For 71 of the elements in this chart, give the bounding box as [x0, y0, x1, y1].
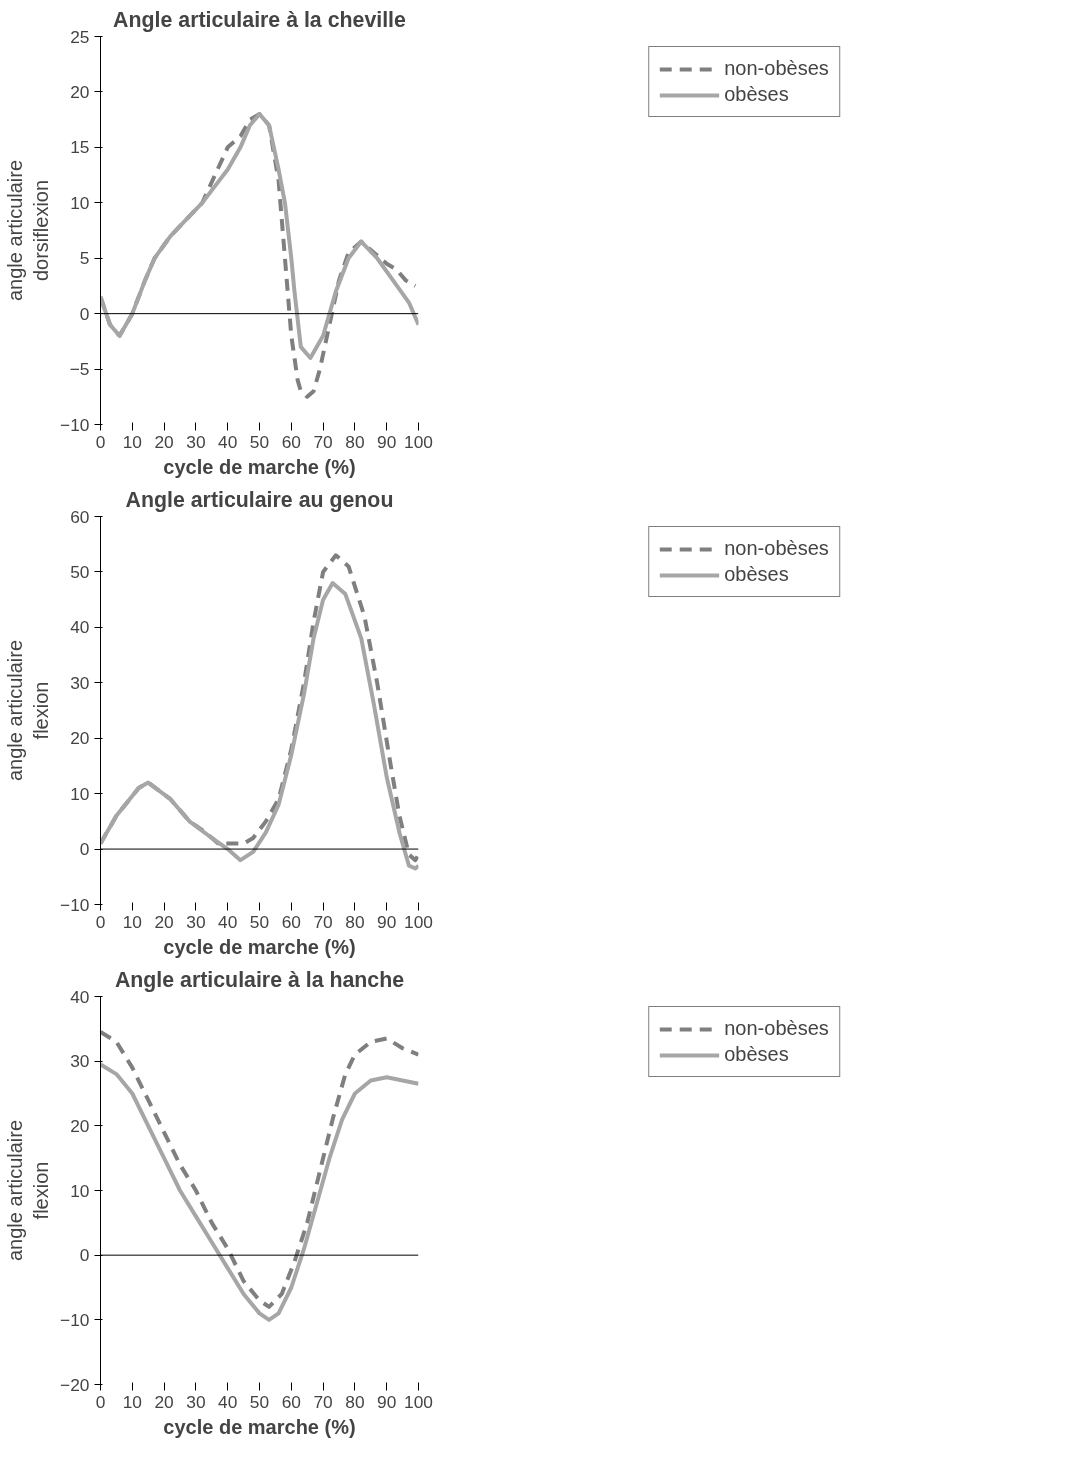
x-tick-label: 80 — [345, 911, 365, 932]
y-axis-title: angle articulaire dorsiflexion — [3, 159, 53, 302]
legend-label: non-obèses — [724, 57, 829, 80]
x-axis-title: cycle de marche (%) — [163, 1415, 356, 1438]
x-tick-label: 50 — [249, 911, 270, 932]
x-tick-label: 50 — [249, 431, 270, 452]
y-tick-label: −10 — [60, 894, 90, 915]
y-tick-label: 60 — [70, 506, 90, 527]
legend-label: obèses — [724, 563, 789, 586]
y-axis-title: angle articulaire flexion — [3, 1119, 53, 1262]
x-tick-label: 100 — [404, 911, 433, 932]
y-tick-label: −5 — [69, 359, 90, 380]
x-tick-label: 0 — [95, 431, 106, 452]
x-tick-label: 50 — [249, 1391, 270, 1412]
x-tick-label: 40 — [218, 1391, 238, 1412]
y-tick-label: 30 — [70, 1051, 90, 1072]
y-tick-label: 10 — [70, 1180, 90, 1201]
y-tick-label: 5 — [79, 248, 90, 269]
x-tick-label: 70 — [313, 431, 333, 452]
chart-title: Angle articulaire à la hanche — [114, 967, 405, 992]
y-tick-label: −10 — [60, 1309, 90, 1330]
y-tick-label: 15 — [70, 137, 90, 158]
y-tick-label: 40 — [70, 617, 90, 638]
y-tick-label: −10 — [60, 414, 90, 435]
x-axis-title: cycle de marche (%) — [163, 935, 356, 958]
y-tick-label: 25 — [70, 26, 90, 47]
legend-label: non-obèses — [724, 1017, 829, 1040]
legend-label: obèses — [724, 83, 789, 106]
x-axis-title: cycle de marche (%) — [163, 455, 356, 478]
legend-label: obèses — [724, 1043, 789, 1066]
x-tick-label: 60 — [281, 1391, 301, 1412]
x-tick-label: 10 — [122, 911, 142, 932]
y-tick-label: 0 — [79, 1245, 90, 1266]
x-tick-label: 90 — [377, 431, 397, 452]
x-tick-label: 40 — [218, 911, 238, 932]
x-tick-label: 30 — [186, 431, 206, 452]
y-tick-label: 40 — [70, 986, 90, 1007]
y-tick-label: 0 — [79, 303, 90, 324]
chart-title: Angle articulaire au genou — [125, 487, 394, 512]
y-tick-label: 20 — [70, 81, 90, 102]
x-tick-label: 100 — [404, 1391, 433, 1412]
legend-label: non-obèses — [724, 537, 829, 560]
x-tick-label: 100 — [404, 431, 433, 452]
y-tick-label: 10 — [70, 783, 90, 804]
y-tick-label: 30 — [70, 672, 90, 693]
y-tick-label: 0 — [79, 839, 90, 860]
y-tick-label: 20 — [70, 1115, 90, 1136]
x-tick-label: 60 — [281, 431, 301, 452]
x-tick-label: 80 — [345, 431, 365, 452]
x-tick-label: 60 — [281, 911, 301, 932]
y-tick-label: 20 — [70, 728, 90, 749]
x-tick-label: 30 — [186, 911, 206, 932]
x-tick-label: 0 — [95, 1391, 106, 1412]
x-tick-label: 80 — [345, 1391, 365, 1412]
x-tick-label: 70 — [313, 911, 333, 932]
x-tick-label: 20 — [154, 431, 174, 452]
x-tick-label: 10 — [122, 431, 142, 452]
x-tick-label: 90 — [377, 1391, 397, 1412]
x-tick-label: 20 — [154, 911, 174, 932]
x-tick-label: 30 — [186, 1391, 206, 1412]
x-tick-label: 40 — [218, 431, 238, 452]
x-tick-label: 90 — [377, 911, 397, 932]
y-tick-label: 10 — [70, 192, 90, 213]
y-axis-title: angle articulaire flexion — [3, 639, 53, 782]
x-tick-label: 20 — [154, 1391, 174, 1412]
chart-title: Angle articulaire à la cheville — [113, 7, 407, 32]
x-tick-label: 0 — [95, 911, 106, 932]
y-tick-label: 50 — [70, 561, 90, 582]
x-tick-label: 70 — [313, 1391, 333, 1412]
y-tick-label: −20 — [60, 1374, 90, 1395]
x-tick-label: 10 — [122, 1391, 142, 1412]
